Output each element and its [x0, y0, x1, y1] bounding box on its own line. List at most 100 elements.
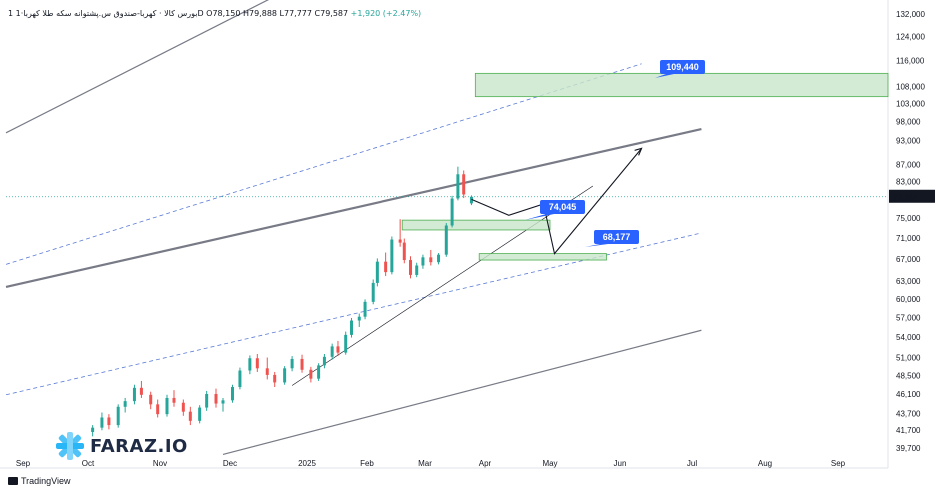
supply-demand-zone	[478, 253, 607, 261]
candle-body	[198, 407, 202, 421]
candle-body	[273, 374, 277, 383]
candle-body	[283, 368, 287, 383]
y-tick-label: 93,000	[896, 137, 921, 146]
candle-body	[221, 400, 225, 404]
candle-body	[415, 265, 419, 275]
candle-body	[444, 225, 448, 255]
candle-body	[462, 174, 466, 195]
y-tick-label: 98,000	[896, 118, 921, 127]
candle-body	[390, 239, 394, 273]
candle-body	[107, 417, 111, 426]
projection-arrowhead	[634, 147, 643, 156]
y-tick-label: 132,000	[896, 10, 925, 19]
candle-body	[300, 358, 304, 370]
lower-channel-line	[222, 329, 702, 456]
upper-dashed-line	[5, 63, 642, 265]
ohlc-readout: O78,150 H79,888 L77,777 C79,587	[206, 9, 349, 18]
candle-body	[132, 387, 136, 402]
candle-body	[398, 239, 402, 243]
y-tick-label: 71,000	[896, 234, 921, 243]
candle-body	[188, 411, 192, 421]
symbol-title: 1 بورس کالا · کهربا-صندوق س.پشتوانه سکه …	[8, 9, 204, 18]
level-label-74045-pointer	[525, 214, 554, 220]
candle-body	[350, 320, 354, 335]
y-tick-label: 108,000	[896, 82, 925, 91]
candle-body	[91, 427, 95, 432]
y-tick-label: 116,000	[896, 57, 925, 66]
candle-body	[230, 387, 234, 401]
x-tick-label: Jun	[614, 459, 627, 468]
y-tick-label: 57,000	[896, 313, 921, 322]
level-label-68177-box	[594, 230, 639, 244]
candle-body	[357, 316, 361, 321]
support-trendline	[291, 185, 594, 386]
candle-body	[456, 174, 460, 199]
candle-body	[181, 402, 185, 412]
level-label-74045-box	[540, 200, 585, 214]
candle-body	[265, 368, 269, 375]
tradingview-label: TradingView	[21, 476, 71, 486]
chart-header: 1 بورس کالا · کهربا-صندوق س.پشتوانه سکه …	[8, 9, 421, 18]
x-tick-label: Feb	[360, 459, 374, 468]
candle-body	[156, 404, 160, 415]
candle-body	[437, 254, 441, 263]
candle-body	[409, 260, 412, 275]
candle-body	[375, 261, 379, 283]
candle-body	[205, 394, 209, 408]
supply-demand-zone	[474, 72, 889, 98]
y-tick-label: 87,000	[896, 161, 921, 170]
y-tick-label: 63,000	[896, 277, 921, 286]
candle-body	[317, 365, 321, 379]
x-tick-label: Sep	[831, 459, 846, 468]
candle-body	[248, 358, 252, 371]
candle-body	[139, 387, 143, 395]
supply-demand-zone	[401, 219, 551, 231]
y-tick-label: 46,100	[896, 390, 921, 399]
x-tick-label: Oct	[82, 459, 95, 468]
last-price-tag	[889, 189, 935, 203]
y-tick-label: 39,700	[896, 444, 921, 453]
x-tick-label: Jul	[687, 459, 697, 468]
candle-body	[149, 394, 153, 405]
x-tick-label: 2025	[298, 459, 316, 468]
candle-body	[336, 346, 340, 353]
candle-body	[290, 358, 294, 369]
candle-body	[165, 397, 169, 415]
x-tick-label: May	[542, 459, 557, 468]
candle-body	[384, 261, 388, 273]
candle-body	[123, 401, 127, 407]
y-tick-label: 124,000	[896, 33, 925, 42]
mid-channel-line	[5, 127, 702, 289]
candle-body	[322, 356, 326, 366]
x-tick-label: Nov	[153, 459, 167, 468]
faraz-logo-icon	[56, 432, 84, 460]
x-tick-label: Dec	[223, 459, 237, 468]
target-label-109440-pointer	[655, 74, 674, 78]
y-tick-label: 54,000	[896, 333, 921, 342]
y-tick-label: 41,700	[896, 426, 921, 435]
tradingview-icon	[8, 477, 18, 485]
candle-body	[344, 334, 348, 353]
y-tick-label: 43,700	[896, 409, 921, 418]
tradingview-brand: TradingView	[8, 476, 71, 486]
candle-body	[421, 257, 425, 266]
change-readout: +1,920 (+2.47%)	[350, 9, 422, 18]
y-tick-label: 60,000	[896, 295, 921, 304]
candle-body	[450, 198, 454, 226]
y-tick-label: 51,000	[896, 354, 921, 363]
x-tick-label: Mar	[418, 459, 432, 468]
level-label-68177-pointer	[585, 244, 608, 247]
candle-body	[214, 394, 218, 404]
candle-body	[172, 397, 176, 403]
candle-body	[330, 346, 334, 357]
x-tick-label: Aug	[758, 459, 772, 468]
candle-body	[371, 282, 375, 302]
candle-body	[238, 370, 242, 388]
y-tick-label: 67,000	[896, 255, 921, 264]
target-label-109440: 109,440	[666, 62, 699, 72]
target-label-109440-box	[660, 60, 705, 74]
candle-body	[402, 242, 406, 261]
candle-body	[116, 406, 120, 426]
